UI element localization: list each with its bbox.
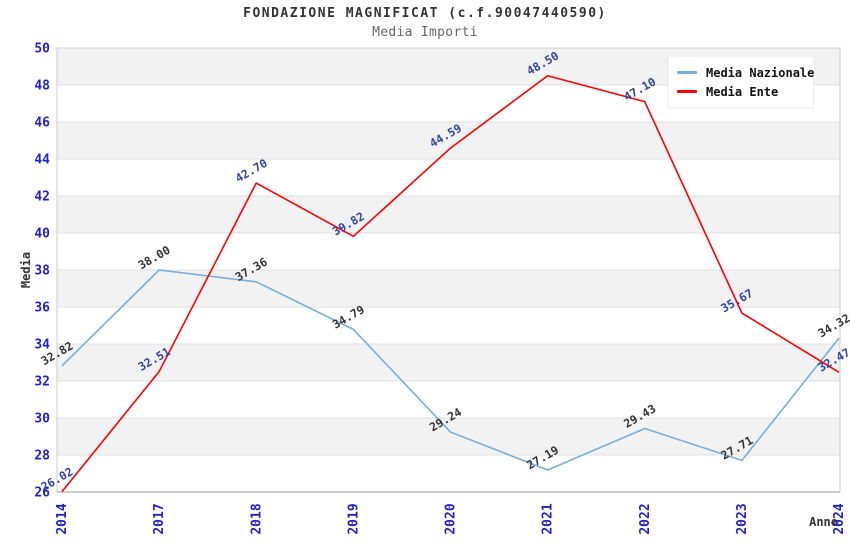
- x-tick-label: 2019: [346, 503, 361, 534]
- x-tick-label: 2018: [249, 503, 264, 534]
- x-tick-label: 2024: [832, 503, 847, 534]
- chart-title: FONDAZIONE MAGNIFICAT (c.f.90047440590): [243, 6, 607, 21]
- y-tick-label: 50: [34, 42, 50, 57]
- legend-label: Media Nazionale: [706, 65, 815, 80]
- legend-line-swatch-icon: [677, 71, 697, 74]
- plot-band: [57, 344, 840, 381]
- y-tick-label: 46: [34, 116, 50, 131]
- y-tick-label: 40: [34, 227, 50, 242]
- plot-band: [57, 196, 840, 233]
- y-axis-title: Media: [19, 252, 33, 288]
- x-tick-label: 2023: [735, 503, 750, 534]
- legend-item: Media Ente: [677, 82, 805, 101]
- x-tick-label: 2021: [541, 503, 556, 534]
- y-tick-label: 48: [34, 79, 50, 94]
- plot-band: [57, 418, 840, 455]
- y-tick-label: 26: [34, 486, 50, 501]
- y-tick-label: 28: [34, 449, 50, 464]
- x-tick-label: 2017: [152, 503, 167, 534]
- y-tick-label: 38: [34, 264, 50, 279]
- y-tick-label: 44: [34, 153, 50, 168]
- x-tick-label: 2020: [444, 503, 459, 534]
- series-line: [61, 74, 840, 493]
- series-line: [61, 269, 840, 471]
- legend-label: Media Ente: [706, 84, 779, 99]
- plot-band: [57, 233, 840, 270]
- y-tick-label: 34: [34, 338, 50, 353]
- y-tick-label: 42: [34, 190, 50, 205]
- y-tick-label: 30: [34, 412, 50, 427]
- y-tick-label: 36: [34, 301, 50, 316]
- plot-band: [57, 159, 840, 196]
- x-tick-label: 2014: [55, 503, 70, 534]
- legend-item: Media Nazionale: [677, 63, 814, 82]
- plot-band: [57, 270, 840, 307]
- x-axis-title: Anno: [809, 515, 838, 529]
- plot-band: [57, 381, 840, 418]
- plot-band: [57, 122, 840, 159]
- x-tick-label: 2022: [638, 503, 653, 534]
- y-tick-label: 32: [34, 375, 50, 390]
- legend-line-swatch-icon: [677, 90, 697, 93]
- plot-band: [57, 307, 840, 344]
- chart-subtitle: Media Importi: [372, 25, 478, 40]
- plot-band: [57, 455, 840, 492]
- legend: Media Nazionale Media Ente: [668, 56, 814, 108]
